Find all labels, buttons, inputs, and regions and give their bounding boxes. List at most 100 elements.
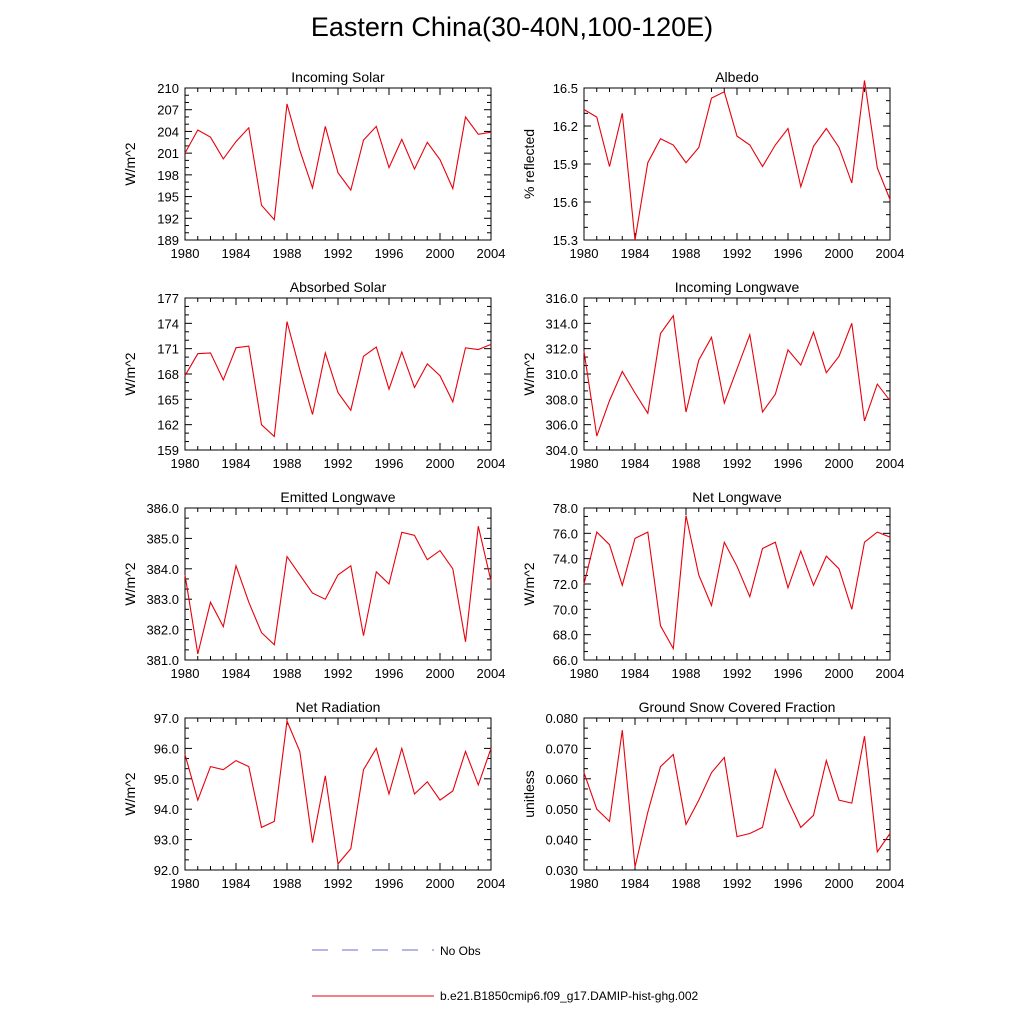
y-tick-label: 0.050 [545,802,578,817]
y-tick-label: 316.0 [545,291,578,306]
x-tick-label: 2000 [426,456,455,471]
y-tick-label: 97.0 [154,711,179,726]
x-tick-label: 2000 [426,876,455,891]
x-tick-label: 1984 [621,666,650,681]
x-tick-label: 2004 [477,246,506,261]
y-tick-label: 70.0 [553,602,578,617]
x-tick-label: 2004 [477,456,506,471]
y-tick-label: 308.0 [545,392,578,407]
x-tick-label: 2004 [876,246,905,261]
series-line [184,103,492,221]
y-tick-label: 94.0 [154,802,179,817]
panel-2: Albedo % reflected 1980 1984 1988 1992 1996 200… [521,69,904,261]
y-tick-label: 92.0 [154,863,179,878]
x-tick-label: 1984 [222,246,251,261]
panel-title: Incoming Longwave [675,279,800,295]
y-tick-label: 383.0 [146,592,179,607]
plot-frame [583,717,891,871]
panel-8: Ground Snow Covered Fraction unitless 1980… [521,699,904,891]
y-tick-label: 93.0 [154,833,179,848]
x-tick-label: 1980 [171,456,200,471]
x-tick-label: 1992 [723,666,752,681]
x-tick-label: 1980 [570,876,599,891]
x-tick-label: 2004 [477,876,506,891]
x-tick-label: 1996 [375,456,404,471]
y-tick-label: 386.0 [146,501,179,516]
x-tick-label: 1980 [570,666,599,681]
x-tick-label: 1996 [375,666,404,681]
y-tick-label: 0.040 [545,833,578,848]
x-tick-label: 1996 [774,666,803,681]
series-line [583,730,891,868]
legend-label-model: b.e21.B1850cmip6.f09_g17.DAMIP-hist-ghg.… [440,989,698,1003]
x-tick-label: 2004 [876,876,905,891]
y-tick-label: 171 [157,342,179,357]
panel-title: Ground Snow Covered Fraction [639,699,836,715]
panel-title: Emitted Longwave [280,489,395,505]
y-tick-label: 72.0 [553,577,578,592]
x-tick-label: 1992 [723,876,752,891]
x-tick-label: 1988 [672,666,701,681]
panel-3: Absorbed Solar W/m^2 1980 1984 1988 1992 1996 2… [122,279,505,471]
x-tick-label: 2004 [876,456,905,471]
plot-frame [583,297,891,451]
y-tick-label: 165 [157,392,179,407]
x-tick-label: 2000 [825,456,854,471]
y-tick-label: 382.0 [146,623,179,638]
series-line [184,321,492,438]
y-axis-label: W/m^2 [122,352,138,395]
panel-1: Incoming Solar W/m^2 1980 1984 1988 1992 1996 2… [122,69,505,261]
x-tick-label: 1980 [171,876,200,891]
y-tick-label: 312.0 [545,342,578,357]
y-axis-label: W/m^2 [122,772,138,815]
x-tick-label: 2004 [477,666,506,681]
panel-4: Incoming Longwave W/m^2 1980 1984 1988 1992 19… [521,279,904,471]
y-tick-label: 204 [157,124,179,139]
y-axis-label: W/m^2 [122,562,138,605]
x-tick-label: 1996 [774,456,803,471]
x-tick-label: 1984 [621,876,650,891]
panel-title: Incoming Solar [291,69,385,85]
series-line [583,314,891,437]
x-tick-label: 1992 [324,246,353,261]
plot-frame [583,87,891,241]
y-tick-label: 306.0 [545,418,578,433]
y-tick-label: 0.030 [545,863,578,878]
x-tick-label: 1996 [774,876,803,891]
y-axis-label: % reflected [521,129,537,199]
x-tick-label: 1992 [723,246,752,261]
y-tick-label: 189 [157,233,179,248]
x-tick-label: 1988 [672,876,701,891]
y-tick-label: 68.0 [553,628,578,643]
y-tick-label: 162 [157,418,179,433]
x-tick-label: 2004 [876,666,905,681]
x-tick-label: 1984 [222,876,251,891]
y-tick-label: 210 [157,81,179,96]
x-tick-label: 1980 [570,456,599,471]
y-tick-label: 0.060 [545,772,578,787]
x-tick-label: 2000 [426,246,455,261]
series-line [583,515,891,651]
y-tick-label: 0.080 [545,711,578,726]
plot-frame [184,507,492,661]
legend-label-obs: No Obs [440,944,481,958]
y-axis-label: W/m^2 [521,352,537,395]
y-tick-label: 15.6 [553,195,578,210]
y-tick-label: 310.0 [545,367,578,382]
y-tick-label: 159 [157,443,179,458]
x-tick-label: 1988 [672,246,701,261]
y-tick-label: 381.0 [146,653,179,668]
x-tick-label: 1992 [324,876,353,891]
y-axis-label: W/m^2 [122,142,138,185]
y-tick-label: 195 [157,190,179,205]
y-tick-label: 304.0 [545,443,578,458]
x-tick-label: 1980 [171,246,200,261]
x-tick-label: 1980 [171,666,200,681]
plot-frame [184,87,492,241]
y-tick-label: 177 [157,291,179,306]
panel-title: Net Longwave [692,489,782,505]
x-tick-label: 2000 [825,876,854,891]
x-tick-label: 1992 [723,456,752,471]
